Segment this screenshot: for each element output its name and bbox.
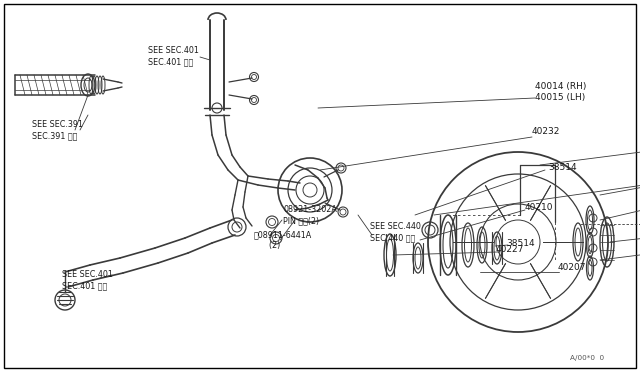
- Text: 38514: 38514: [548, 164, 577, 173]
- Text: 40207: 40207: [558, 263, 586, 273]
- Text: 40210: 40210: [525, 203, 554, 212]
- Text: SEE SEC.401
SEC.401 参照: SEE SEC.401 SEC.401 参照: [148, 46, 199, 66]
- Text: 08921-3202A
PIN ピン(2): 08921-3202A PIN ピン(2): [283, 205, 337, 225]
- Text: ⓝ08911-6441A
      (2): ⓝ08911-6441A (2): [254, 230, 312, 250]
- Text: SEE SEC.401
SEC.401 参照: SEE SEC.401 SEC.401 参照: [62, 270, 113, 290]
- Text: SEE SEC.391
SEC.391 参照: SEE SEC.391 SEC.391 参照: [32, 120, 83, 140]
- Text: 38514: 38514: [506, 238, 534, 247]
- Text: 40232: 40232: [532, 128, 561, 137]
- Text: SEE SEC.440
SEC.440 参照: SEE SEC.440 SEC.440 参照: [370, 222, 421, 242]
- Text: 40014 (RH)
40015 (LH): 40014 (RH) 40015 (LH): [535, 82, 586, 102]
- Text: 40227: 40227: [496, 246, 524, 254]
- Text: A/00*0  0: A/00*0 0: [570, 355, 604, 361]
